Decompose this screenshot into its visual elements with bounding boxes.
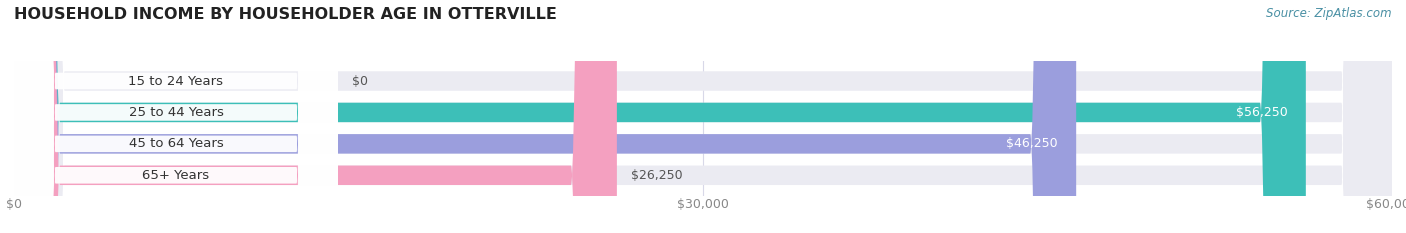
FancyBboxPatch shape	[14, 0, 1392, 233]
Text: 25 to 44 Years: 25 to 44 Years	[128, 106, 224, 119]
Text: Source: ZipAtlas.com: Source: ZipAtlas.com	[1267, 7, 1392, 20]
Text: $56,250: $56,250	[1236, 106, 1288, 119]
Text: 65+ Years: 65+ Years	[142, 169, 209, 182]
Text: $26,250: $26,250	[631, 169, 682, 182]
FancyBboxPatch shape	[14, 0, 337, 233]
Text: $46,250: $46,250	[1007, 137, 1057, 150]
FancyBboxPatch shape	[14, 0, 337, 233]
Text: 45 to 64 Years: 45 to 64 Years	[128, 137, 224, 150]
FancyBboxPatch shape	[14, 0, 1076, 233]
Text: 15 to 24 Years: 15 to 24 Years	[128, 75, 224, 88]
FancyBboxPatch shape	[14, 0, 337, 233]
Text: $0: $0	[352, 75, 367, 88]
FancyBboxPatch shape	[14, 0, 1392, 233]
FancyBboxPatch shape	[14, 0, 1392, 233]
FancyBboxPatch shape	[14, 0, 1306, 233]
FancyBboxPatch shape	[14, 0, 1392, 233]
FancyBboxPatch shape	[14, 0, 337, 233]
FancyBboxPatch shape	[14, 0, 617, 233]
Text: HOUSEHOLD INCOME BY HOUSEHOLDER AGE IN OTTERVILLE: HOUSEHOLD INCOME BY HOUSEHOLDER AGE IN O…	[14, 7, 557, 22]
